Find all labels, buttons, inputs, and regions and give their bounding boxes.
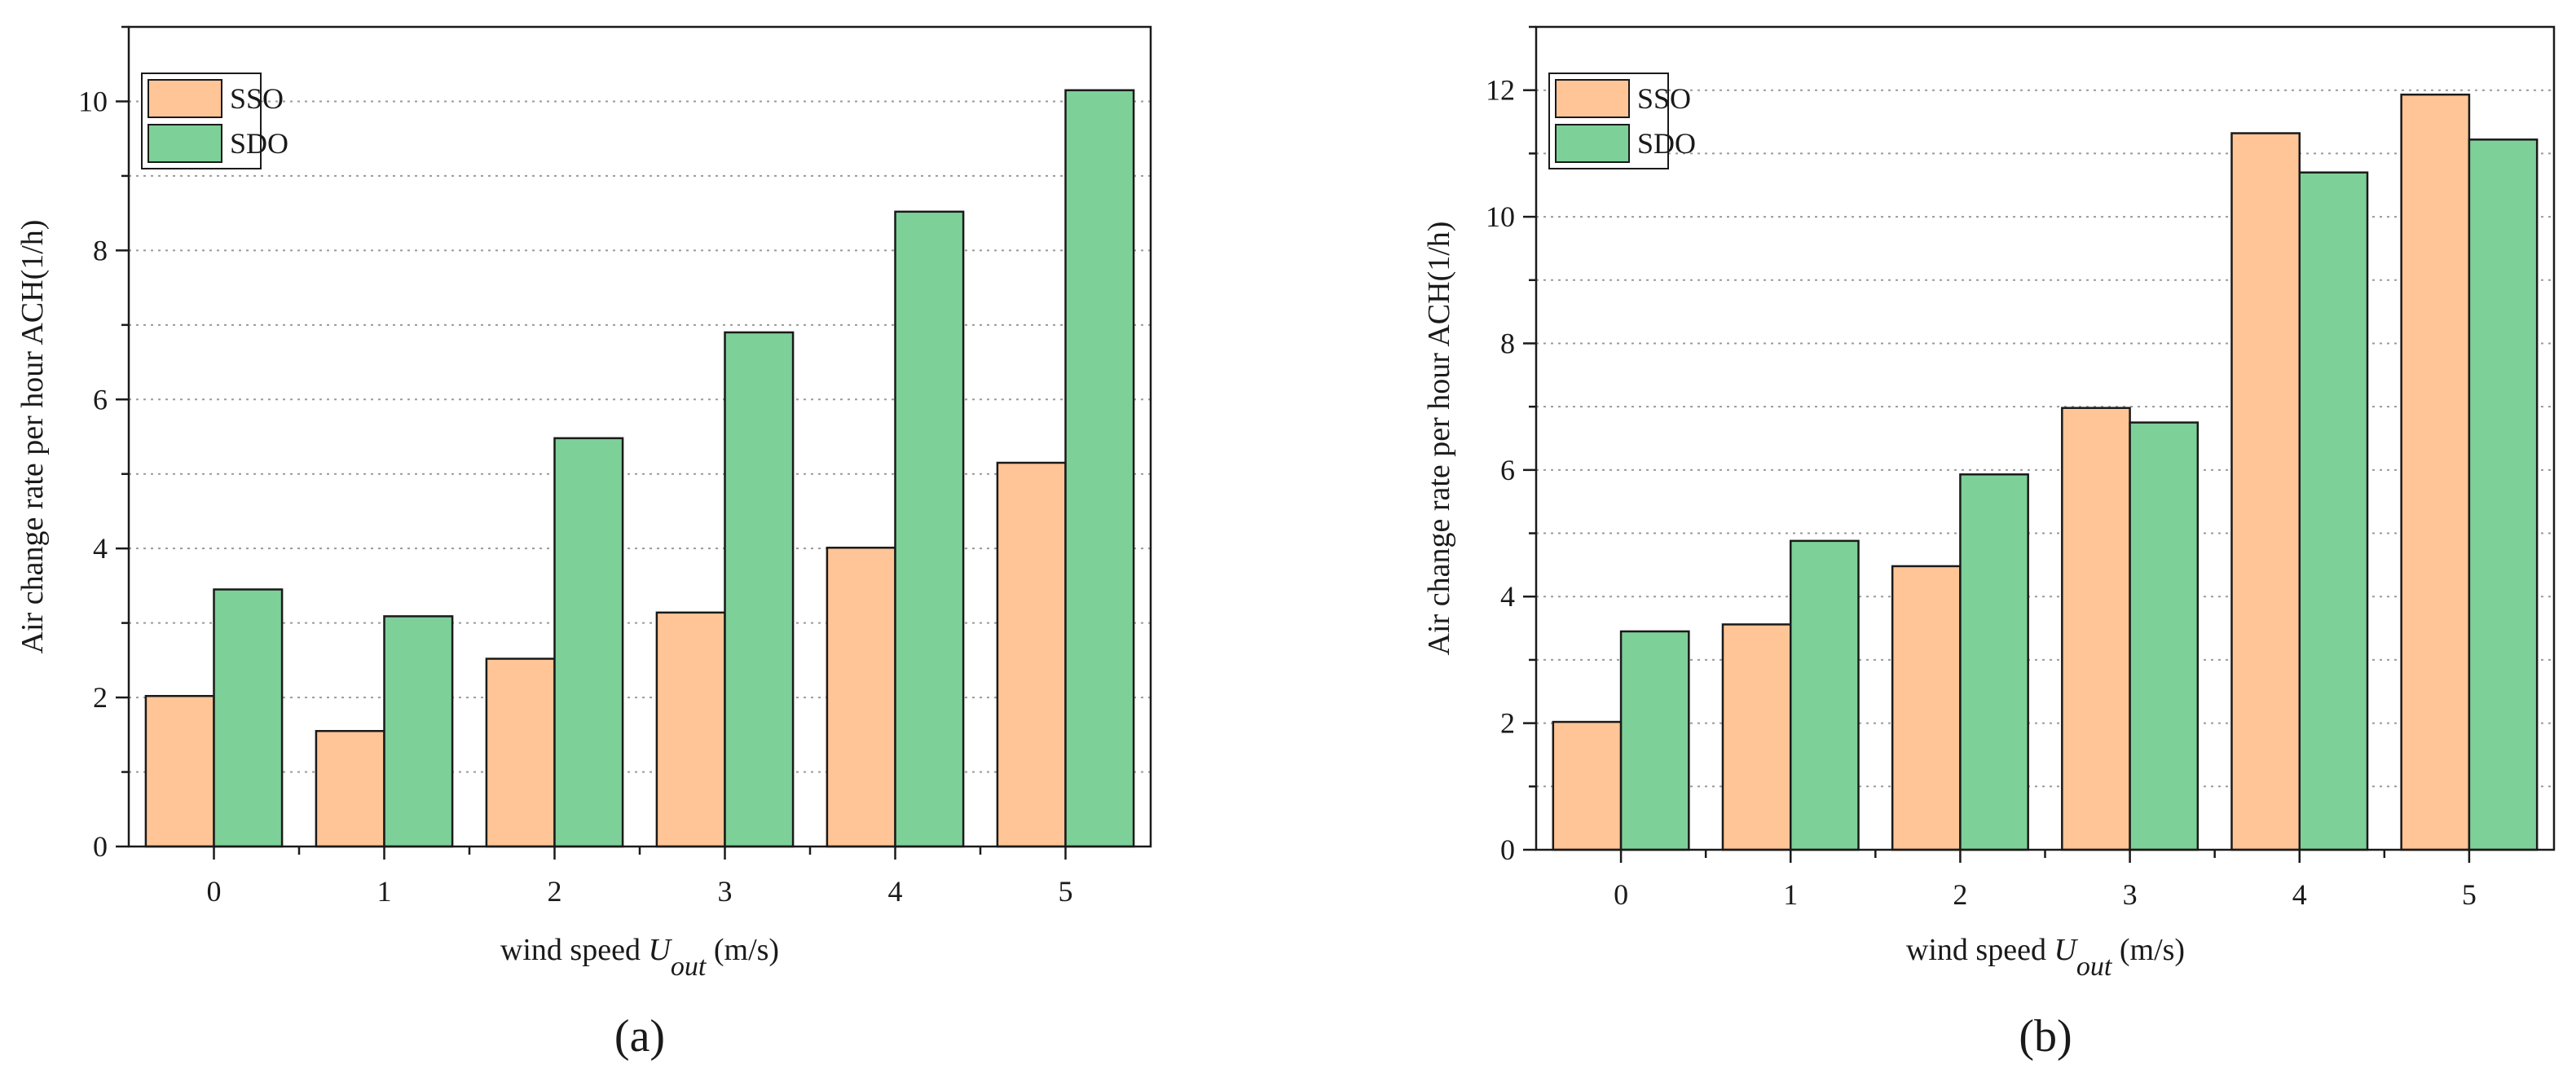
y-axis-title: Air change rate per hour ACH(1/h) bbox=[15, 220, 50, 654]
y-tick-label: 6 bbox=[93, 383, 108, 416]
bar-sso-5 bbox=[996, 461, 1067, 848]
x-axis-title: wind speed Uout (m/s) bbox=[1906, 933, 2185, 982]
bar-sso-1 bbox=[1721, 623, 1792, 851]
legend-swatch-sso bbox=[148, 79, 222, 118]
legend-swatch-sdo bbox=[1555, 124, 1630, 163]
y-tick-label: 0 bbox=[93, 830, 108, 863]
bar-sso-3 bbox=[655, 611, 726, 848]
x-tick-label: 2 bbox=[1953, 878, 1967, 911]
legend-label-sso: SSO bbox=[1637, 82, 1691, 115]
legend: SSO SDO bbox=[1548, 73, 1696, 169]
panel-label: (b) bbox=[2019, 1011, 2072, 1062]
bar-sdo-1 bbox=[383, 615, 454, 848]
bar-sdo-1 bbox=[1790, 539, 1860, 851]
x-axis-title-sub: out bbox=[2076, 952, 2113, 982]
y-tick-label: 4 bbox=[1500, 580, 1515, 613]
x-axis-title-suffix: (m/s) bbox=[706, 933, 779, 967]
bar-sso-4 bbox=[826, 547, 896, 848]
bar-sdo-0 bbox=[1619, 630, 1690, 851]
x-tick-label: 5 bbox=[1059, 875, 1073, 908]
chart-a: 0 2 4 6 8 10 0 1 2 3 4 5 Air change rate per hour AC… bbox=[15, 25, 1152, 1062]
x-axis-title-suffix: (m/s) bbox=[2111, 933, 2185, 967]
x-tick-label: 5 bbox=[2462, 878, 2477, 911]
x-axis-title-prefix: wind speed bbox=[1906, 933, 2054, 967]
y-tick-label: 12 bbox=[1486, 74, 1515, 107]
x-axis-title-var: U bbox=[648, 933, 672, 967]
bar-sso-4 bbox=[2230, 132, 2301, 851]
bar-sso-3 bbox=[2061, 407, 2131, 851]
bar-sdo-3 bbox=[724, 331, 795, 848]
y-tick-label: 8 bbox=[1500, 327, 1515, 359]
x-tick-label: 2 bbox=[548, 875, 562, 908]
y-tick-label: 2 bbox=[93, 681, 108, 714]
bar-sdo-2 bbox=[1959, 473, 2029, 851]
bar-sdo-0 bbox=[213, 588, 284, 848]
y-axis-title: Air change rate per hour ACH(1/h) bbox=[1422, 222, 1456, 656]
y-tick-label: 10 bbox=[1486, 200, 1515, 233]
x-axis-title-prefix: wind speed bbox=[500, 933, 649, 967]
y-tick-label: 0 bbox=[1500, 833, 1515, 866]
x-tick-label: 3 bbox=[2123, 878, 2138, 911]
legend-label-sdo: SDO bbox=[1637, 127, 1696, 160]
bar-sso-2 bbox=[1891, 565, 1962, 851]
bar-sso-5 bbox=[2400, 93, 2471, 851]
x-axis-title: wind speed Uout (m/s) bbox=[500, 933, 779, 982]
y-tick-label: 8 bbox=[93, 234, 108, 266]
x-tick-label: 1 bbox=[377, 875, 392, 908]
legend-label-sdo: SDO bbox=[230, 127, 288, 160]
bar-sdo-4 bbox=[2298, 171, 2369, 851]
bar-sso-0 bbox=[144, 695, 215, 848]
x-tick-label: 3 bbox=[718, 875, 733, 908]
bar-sso-0 bbox=[1552, 720, 1623, 851]
bar-sdo-5 bbox=[1064, 89, 1135, 848]
x-tick-label: 0 bbox=[1614, 878, 1628, 911]
x-tick-label: 0 bbox=[207, 875, 222, 908]
y-tick-label: 6 bbox=[1500, 454, 1515, 486]
bar-sdo-5 bbox=[2468, 139, 2539, 851]
legend-swatch-sdo bbox=[148, 124, 222, 163]
x-tick-label: 4 bbox=[888, 875, 903, 908]
y-tick-label: 2 bbox=[1500, 707, 1515, 740]
legend-label-sso: SSO bbox=[230, 82, 284, 115]
x-tick-label: 4 bbox=[2292, 878, 2307, 911]
x-axis-title-var: U bbox=[2054, 933, 2078, 967]
x-axis-title-sub: out bbox=[671, 952, 707, 982]
legend-swatch-sso bbox=[1555, 79, 1630, 118]
panel-label: (a) bbox=[614, 1011, 665, 1062]
bar-sdo-2 bbox=[553, 437, 624, 848]
y-tick-label: 10 bbox=[78, 85, 108, 117]
x-tick-label: 1 bbox=[1783, 878, 1798, 911]
legend: SSO SDO bbox=[141, 73, 288, 169]
bar-sso-2 bbox=[485, 657, 556, 848]
y-tick-label: 4 bbox=[93, 532, 108, 565]
bar-sdo-3 bbox=[2129, 421, 2200, 851]
bar-sso-1 bbox=[315, 729, 385, 848]
bar-sdo-4 bbox=[894, 210, 965, 848]
